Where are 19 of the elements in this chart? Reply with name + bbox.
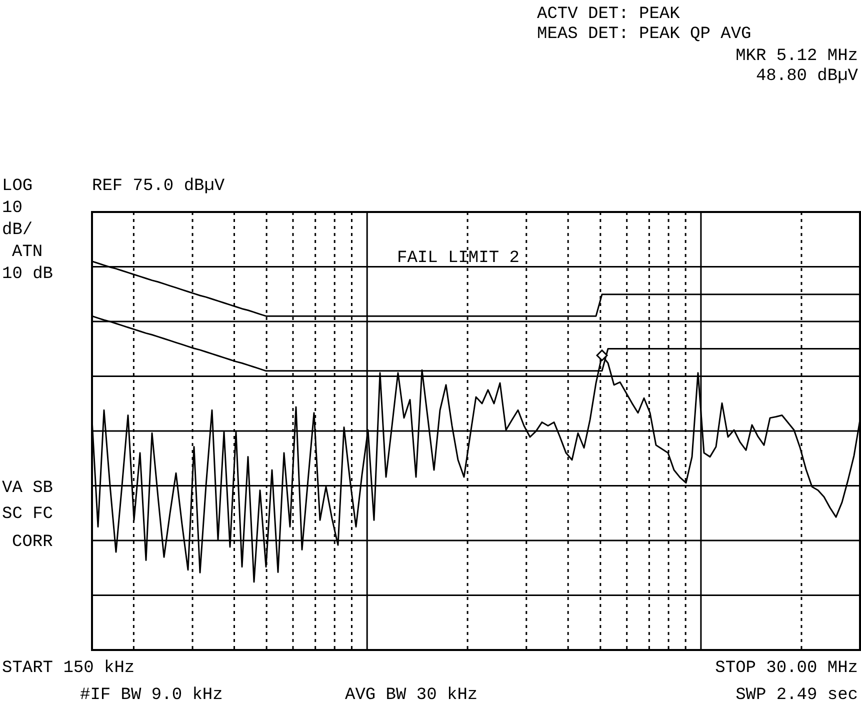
text: 10 (2, 199, 22, 218)
text: ACTV DET: PEAK (537, 5, 681, 24)
text: dB/ (2, 221, 33, 240)
annotation: FAIL LIMIT 2 (397, 249, 520, 268)
text: CORR (12, 533, 53, 552)
text: SC FC (2, 505, 54, 524)
text: SWP 2.49 sec (736, 686, 858, 705)
text: MKR 5.12 MHz (736, 47, 858, 66)
text: STOP 30.00 MHz (715, 659, 858, 678)
text: MEAS DET: PEAK QP AVG (537, 25, 752, 44)
text: VA SB (2, 479, 54, 498)
text: REF 75.0 dBµV (92, 177, 226, 196)
text: 10 dB (2, 265, 54, 284)
text: AVG BW 30 kHz (345, 686, 478, 705)
text: #IF BW 9.0 kHz (80, 686, 223, 705)
text: 48.80 dBµV (756, 67, 859, 86)
text: LOG (2, 177, 33, 196)
text: ATN (12, 243, 43, 262)
text: START 150 kHz (2, 659, 135, 678)
